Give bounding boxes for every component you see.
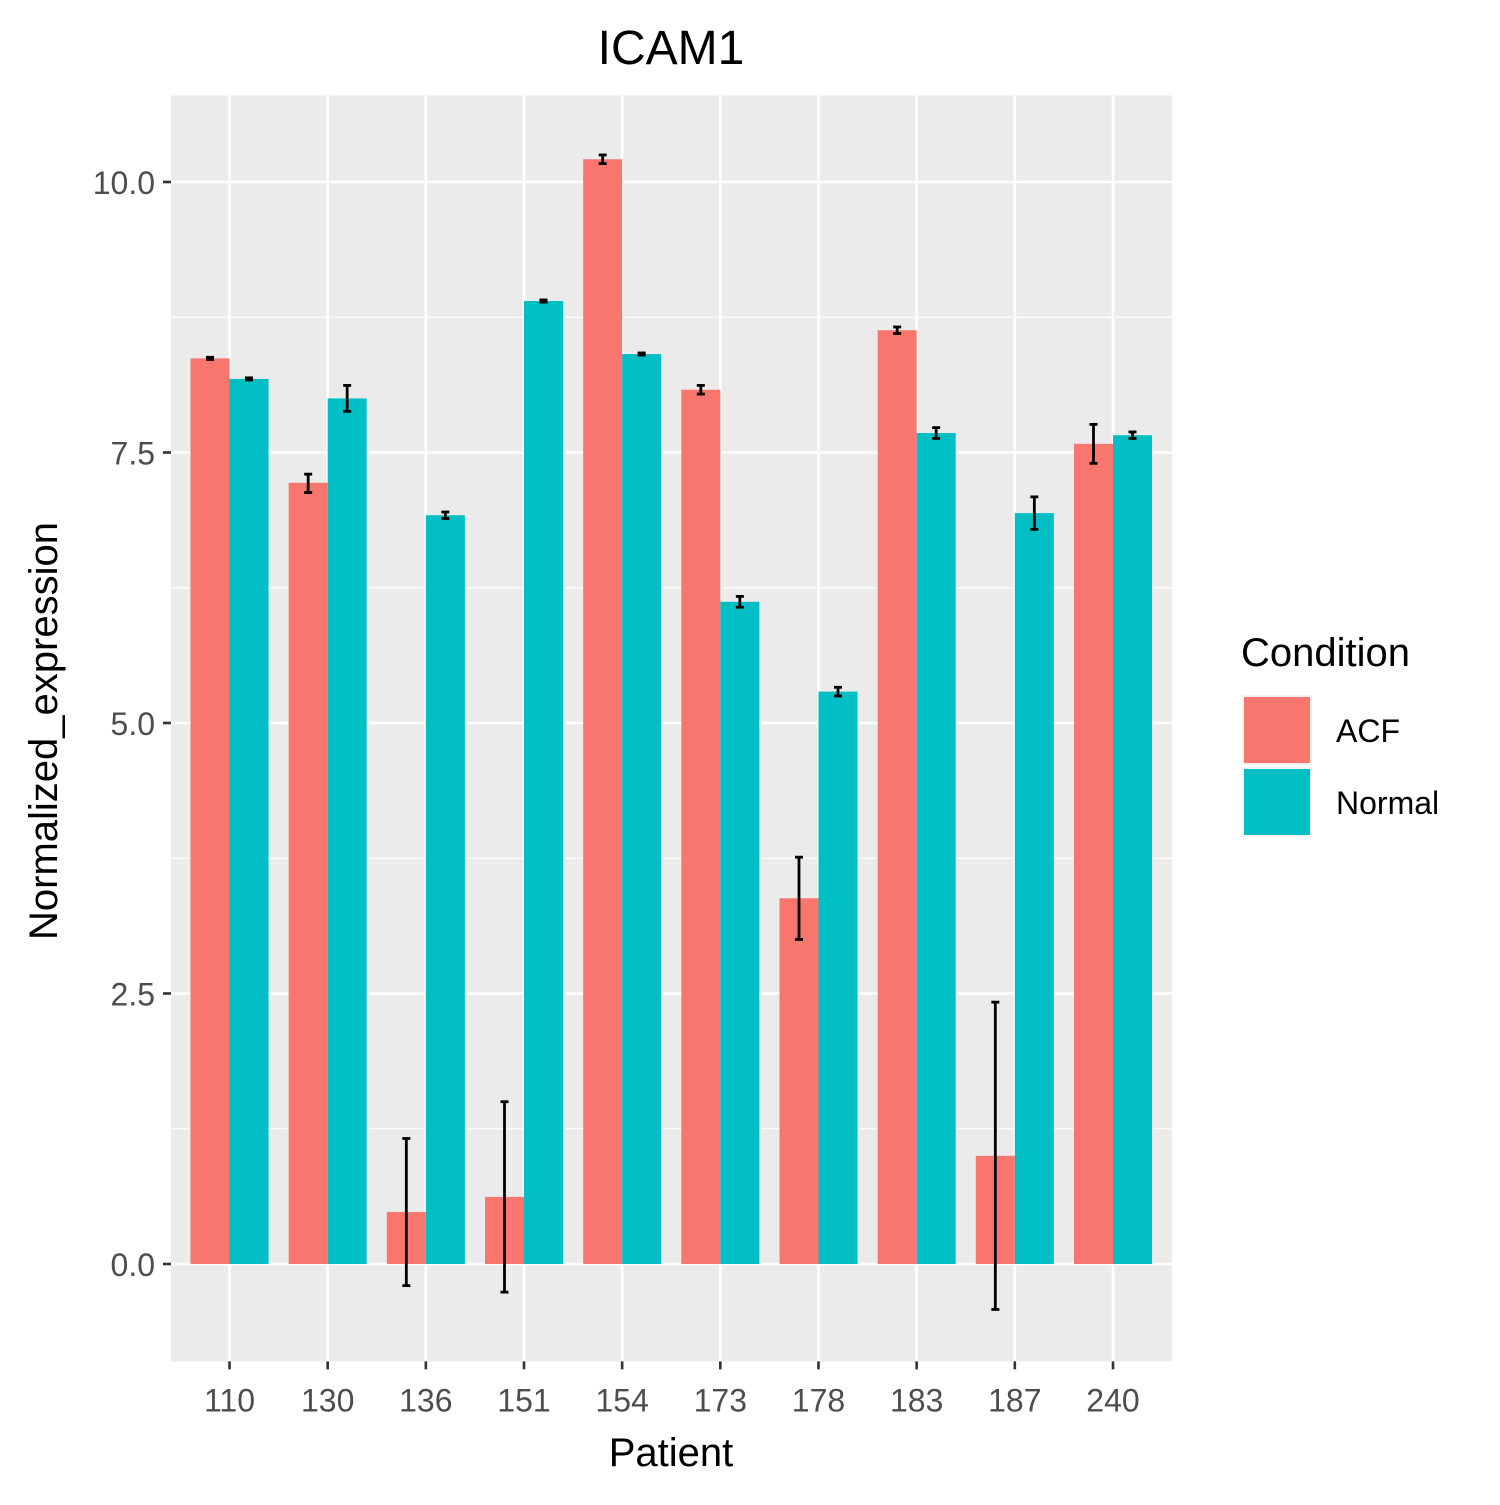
error-bar-normal-130 [343, 384, 352, 413]
x-tick-label: 240 [1086, 1382, 1139, 1418]
legend-swatch-normal [1244, 769, 1310, 835]
bar-normal-110 [229, 378, 269, 1264]
error-bar-normal-110 [245, 376, 253, 382]
bar-acf-183 [877, 330, 917, 1264]
error-bar-acf-154 [598, 153, 607, 166]
error-bar-normal-178 [834, 685, 842, 698]
x-tick-label: 187 [988, 1382, 1041, 1418]
bar-acf-130 [288, 482, 328, 1264]
bar-normal-130 [327, 398, 367, 1264]
legend-label-acf: ACF [1336, 713, 1400, 749]
bar-acf-154 [583, 159, 623, 1265]
y-axis-label: Normalized_expression [22, 522, 66, 940]
y-tick-label: 10.0 [93, 165, 155, 201]
legend-title: Condition [1241, 631, 1410, 675]
y-tick-label: 7.5 [111, 436, 155, 472]
x-tick-label: 173 [694, 1382, 747, 1418]
error-bar-acf-151 [500, 1100, 509, 1294]
bar-acf-240 [1074, 443, 1113, 1264]
error-bar-acf-173 [696, 384, 705, 396]
legend-entry-acf: ACF [1242, 695, 1400, 765]
x-tick-label: 136 [399, 1382, 452, 1418]
error-bar-acf-130 [304, 472, 313, 494]
x-axis-label: Patient [609, 1431, 734, 1475]
error-bar-layer [206, 153, 1137, 1311]
legend-swatch-acf [1244, 697, 1310, 763]
axis-layer: 0.0 2.5 5.0 7.5 10.0 110 130 136 151 154 173 178 183… [93, 165, 1140, 1418]
x-tick-label: 130 [301, 1382, 354, 1418]
error-bar-normal-136 [441, 510, 450, 520]
bar-normal-136 [425, 515, 465, 1264]
bar-normal-187 [1014, 513, 1054, 1264]
error-bar-acf-240 [1089, 422, 1098, 465]
legend: Condition ACF Normal [1241, 631, 1439, 837]
error-bar-acf-136 [402, 1137, 411, 1288]
bar-normal-173 [720, 601, 760, 1264]
x-tick-label: 151 [497, 1382, 550, 1418]
bar-normal-183 [916, 433, 956, 1264]
bar-acf-110 [190, 358, 230, 1265]
error-bar-normal-151 [539, 298, 548, 304]
error-bar-normal-240 [1128, 430, 1137, 440]
error-bar-normal-173 [735, 595, 744, 609]
legend-entry-normal: Normal [1242, 767, 1439, 837]
bar-normal-240 [1113, 435, 1152, 1264]
error-bar-acf-187 [991, 1000, 1000, 1311]
error-bar-acf-110 [206, 355, 214, 361]
legend-entries: ACF Normal [1242, 695, 1439, 837]
chart-title: ICAM1 [598, 22, 745, 75]
x-tick-label: 110 [204, 1382, 255, 1418]
bar-acf-178 [779, 898, 819, 1264]
error-bar-acf-178 [795, 855, 803, 941]
y-tick-label: 5.0 [111, 706, 155, 742]
bar-normal-154 [622, 354, 662, 1265]
x-tick-label: 178 [792, 1382, 845, 1418]
y-tick-label: 0.0 [111, 1247, 155, 1283]
bar-acf-173 [681, 389, 721, 1264]
bar-layer [190, 159, 1152, 1265]
y-tick-label: 2.5 [111, 977, 155, 1013]
error-bar-normal-154 [637, 351, 646, 357]
x-tick-label: 154 [595, 1382, 648, 1418]
error-bar-normal-187 [1030, 495, 1039, 531]
error-bar-normal-183 [932, 426, 941, 440]
error-bar-acf-183 [893, 325, 902, 335]
x-tick-label: 183 [890, 1382, 943, 1418]
bar-normal-178 [818, 691, 858, 1264]
legend-label-normal: Normal [1336, 785, 1439, 821]
bar-normal-151 [524, 301, 563, 1264]
